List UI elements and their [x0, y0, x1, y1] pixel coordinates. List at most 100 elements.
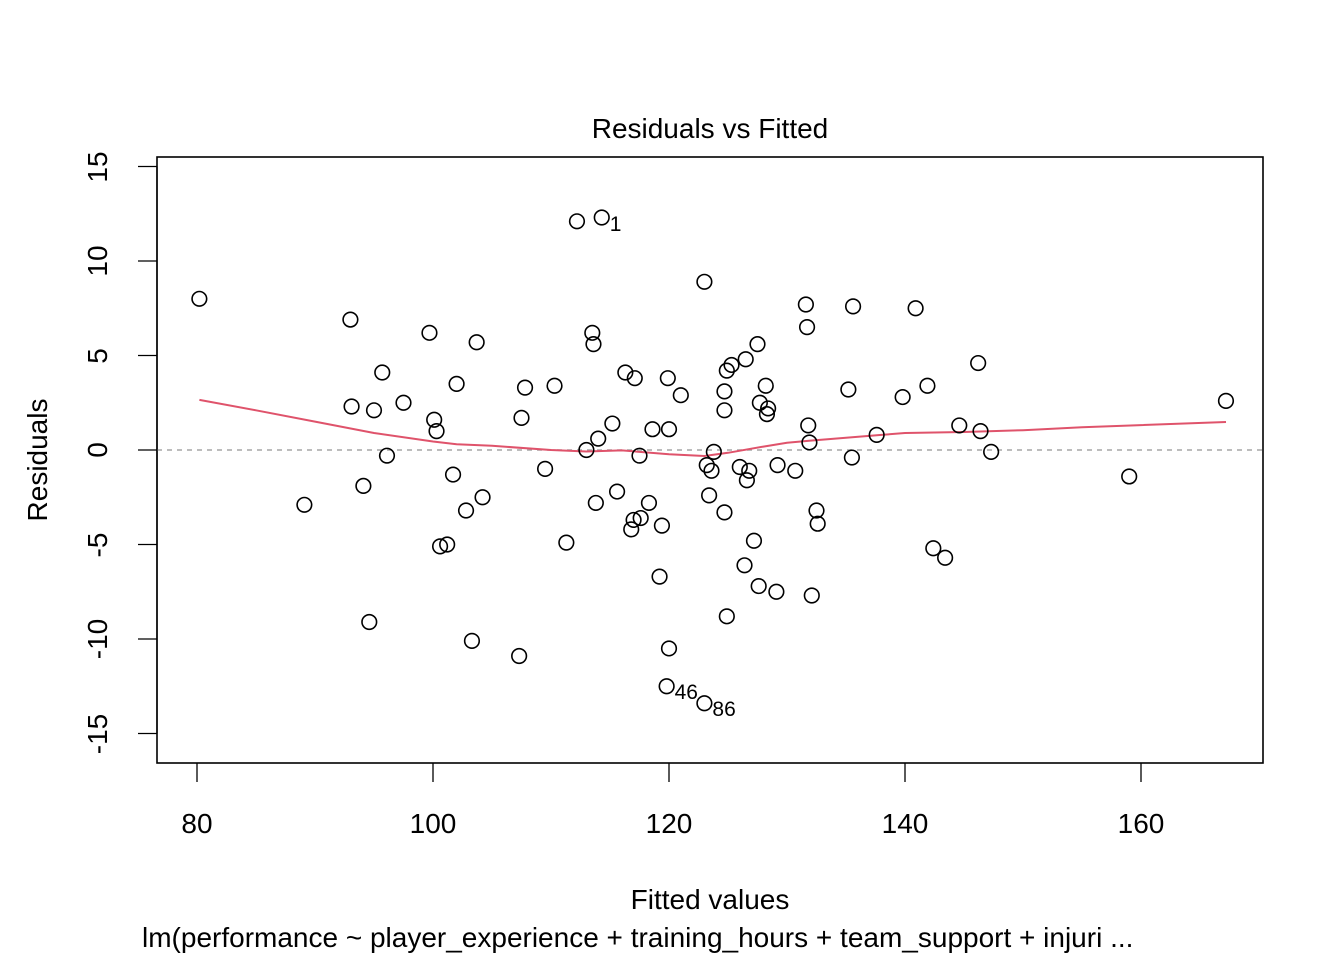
data-point — [736, 557, 753, 574]
data-point — [698, 457, 715, 474]
data-point — [769, 457, 786, 474]
data-point — [970, 354, 987, 372]
data-point — [593, 209, 610, 226]
data-point — [448, 375, 465, 392]
data-point — [718, 608, 735, 625]
data-point — [513, 409, 530, 426]
data-point — [191, 290, 208, 307]
data-point — [925, 540, 942, 557]
data-point — [787, 462, 804, 479]
data-point — [587, 494, 604, 512]
x-axis-ticks — [196, 763, 1142, 782]
data-point — [378, 447, 396, 464]
data-point — [659, 370, 676, 387]
data-point — [750, 577, 767, 595]
data-point — [768, 583, 785, 600]
data-point — [355, 477, 372, 495]
data-point — [672, 387, 689, 404]
y-tick-label: 15 — [82, 150, 113, 183]
data-point — [972, 423, 989, 440]
data-point — [585, 336, 602, 353]
data-point — [658, 678, 675, 695]
data-point — [651, 568, 668, 585]
data-point — [919, 377, 936, 394]
data-point — [578, 441, 595, 459]
y-axis-label: Residuals — [22, 398, 53, 522]
plot-frame — [156, 156, 1264, 764]
data-point — [343, 398, 360, 415]
data-point — [653, 517, 671, 534]
data-point — [731, 458, 748, 476]
data-point — [463, 632, 481, 649]
data-point — [801, 434, 818, 451]
data-point — [803, 587, 820, 604]
outlier-label: 1 — [609, 212, 622, 236]
data-point — [797, 296, 814, 313]
data-point — [894, 388, 911, 406]
data-point — [844, 298, 862, 315]
data-point — [444, 466, 462, 483]
data-point — [751, 394, 768, 411]
smoother-path — [199, 398, 1227, 458]
data-point — [604, 415, 621, 432]
data-point — [738, 472, 755, 489]
y-tick-label: 0 — [82, 442, 113, 458]
data-point — [516, 379, 534, 396]
data-point — [296, 496, 313, 513]
data-point — [511, 647, 528, 665]
data-point — [631, 447, 648, 464]
data-point — [983, 443, 1000, 460]
data-point — [644, 421, 661, 438]
y-tick-label: -15 — [82, 713, 113, 754]
x-tick-label: 100 — [409, 808, 457, 839]
data-point — [701, 487, 718, 504]
data-point — [365, 402, 383, 419]
data-point — [868, 426, 885, 443]
data-point — [439, 536, 456, 553]
data-point — [426, 411, 443, 428]
data-point — [626, 370, 643, 387]
data-point — [696, 273, 713, 290]
data-point — [428, 423, 445, 440]
data-point — [590, 430, 607, 447]
data-point — [660, 421, 678, 438]
residual-points — [191, 209, 1235, 712]
data-point — [395, 394, 412, 411]
model-formula-caption: lm(performance ~ player_experience + tra… — [142, 922, 1134, 953]
data-point — [546, 377, 563, 394]
data-point — [625, 511, 642, 529]
data-point — [951, 417, 968, 434]
data-point — [808, 502, 825, 519]
y-axis-ticks — [138, 165, 158, 735]
data-point — [840, 381, 857, 398]
data-point — [632, 509, 649, 527]
data-point — [737, 351, 754, 368]
data-point — [843, 449, 861, 466]
data-point — [640, 494, 658, 512]
data-point — [623, 521, 640, 538]
data-point — [907, 300, 924, 317]
data-point — [937, 549, 954, 566]
data-point — [757, 377, 774, 394]
data-point — [718, 362, 735, 379]
data-point — [1217, 392, 1235, 409]
data-point — [741, 462, 758, 479]
y-tick-label: -5 — [82, 532, 113, 557]
data-point — [1121, 468, 1138, 485]
chart-title: Residuals vs Fitted — [591, 113, 829, 144]
data-point — [431, 538, 449, 555]
data-point — [800, 417, 817, 434]
x-tick-label: 80 — [181, 808, 213, 839]
data-point — [705, 443, 722, 460]
data-point — [584, 324, 601, 341]
data-point — [536, 460, 554, 478]
data-point — [421, 324, 438, 341]
data-point — [342, 311, 359, 328]
x-tick-label: 160 — [1117, 808, 1165, 839]
x-tick-label: 140 — [881, 808, 929, 839]
data-point — [457, 502, 475, 519]
data-point — [558, 534, 575, 551]
y-tick-label: 10 — [82, 245, 113, 277]
data-point — [716, 383, 733, 400]
